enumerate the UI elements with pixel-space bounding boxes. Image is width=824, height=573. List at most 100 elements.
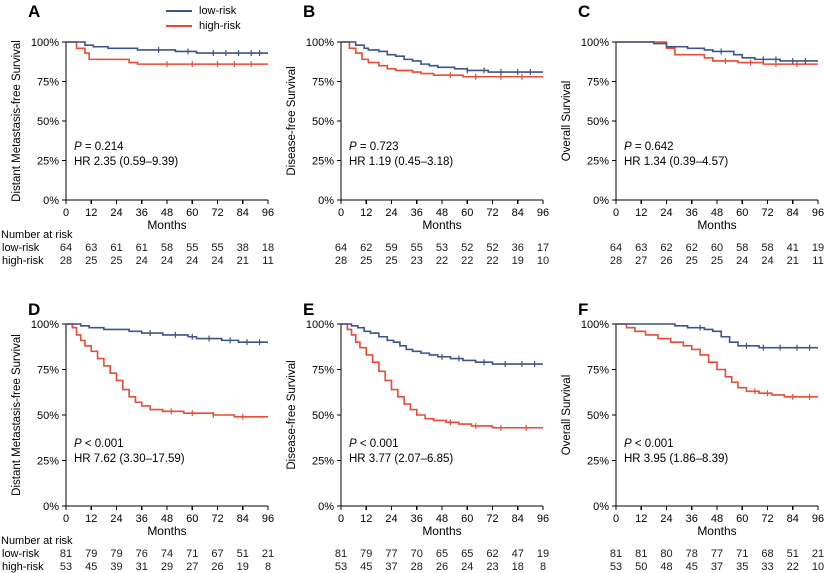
y-tick-label: 50% [37,410,59,422]
at-risk-value-low-risk: 77 [711,548,723,560]
at-risk-value-high-risk: 8 [265,561,271,573]
y-tick-label: 25% [587,456,609,468]
at-risk-value-low-risk: 70 [411,548,423,560]
y-tick-label: 50% [587,410,609,422]
y-tick-label: 50% [587,116,609,128]
at-risk-value-high-risk: 45 [360,561,372,573]
at-risk-value-high-risk: 8 [540,561,546,573]
x-tick-label: 12 [360,513,372,525]
at-risk-value-high-risk: 11 [812,255,823,267]
y-tick-label: 75% [37,365,59,377]
hazard-ratio: HR 1.34 (0.39–4.57) [624,156,729,168]
at-risk-value-low-risk: 81 [60,548,72,560]
at-risk-row-label-high-risk: high-risk [2,561,44,573]
at-risk-value-high-risk: 53 [610,561,622,573]
y-tick-label: 25% [587,156,609,168]
x-tick-label: 84 [237,207,249,219]
at-risk-value-high-risk: 31 [136,561,148,573]
at-risk-header: Number at risk [1,535,73,547]
x-tick-label: 84 [512,207,524,219]
km-plot-e: 0%25%50%75%100%0 12 24 36 48 60 72 84 96Months81… [306,319,549,573]
stats-annotation: P = 0.642 HR 1.34 (0.39–4.57) [624,140,728,170]
p-value: P < 0.001 [349,437,453,452]
y-tick-label: 100% [31,319,59,331]
x-tick-label: 48 [161,207,173,219]
at-risk-value-low-risk: 55 [186,242,198,254]
x-tick-label: 60 [461,207,473,219]
at-risk-value-high-risk: 25 [110,255,122,267]
p-value: P < 0.001 [74,437,185,452]
at-risk-value-high-risk: 28 [411,561,423,573]
x-tick-label: 60 [461,513,473,525]
km-curve-high-risk [341,323,543,429]
p-value: P = 0.642 [624,140,728,155]
y-tick-label: 100% [31,37,59,49]
at-risk-value-high-risk: 23 [411,255,423,267]
at-risk-value-low-risk: 47 [512,548,524,560]
km-curve-low-risk [66,323,268,343]
x-tick-label: 96 [262,207,274,219]
at-risk-value-low-risk: 64 [335,242,347,254]
y-tick-label: 0% [593,501,609,513]
x-tick-label: 0 [613,513,619,525]
p-symbol: P [624,141,632,153]
at-risk-value-high-risk: 24 [736,255,748,267]
y-tick-label: 25% [37,456,59,468]
at-risk-value-high-risk: 48 [660,561,672,573]
at-risk-value-low-risk: 55 [211,242,223,254]
y-tick-label: 50% [312,116,334,128]
at-risk-value-low-risk: 62 [360,242,372,254]
km-plot-b: 0% 25% 50% 75% 100% 0 12 24 36 48 60 72 84 96 Months 64… [306,37,549,267]
at-risk-value-high-risk: 35 [736,561,748,573]
at-risk-value-low-risk: 19 [537,548,549,560]
km-plot-c: 0% 25% 50% 75% 100% 0 12 24 36 48 60 72 84 96 Months 64… [581,37,824,267]
panel-a: A Distant Metastasis-free Survival P = 0… [0,0,274,278]
x-tick-label: 72 [761,207,773,219]
p-value-text: = 0.642 [634,141,674,153]
at-risk-value-high-risk: 25 [85,255,97,267]
at-risk-value-high-risk: 28 [335,255,347,267]
at-risk-value-low-risk: 51 [237,548,249,560]
at-risk-value-high-risk: 24 [136,255,148,267]
at-risk-value-low-risk: 60 [711,242,723,254]
at-risk-value-high-risk: 18 [512,561,524,573]
x-tick-label: 96 [812,207,824,219]
x-tick-label: 12 [360,207,372,219]
x-tick-label: 36 [136,207,148,219]
at-risk-value-low-risk: 63 [635,242,647,254]
stats-annotation: P < 0.001 HR 3.95 (1.86–8.39) [624,437,728,467]
x-tick-label: 48 [711,207,723,219]
y-tick-label: 75% [37,77,59,89]
stats-annotation: P = 0.723 HR 1.19 (0.45–3.18) [349,140,453,170]
p-value-text: < 0.001 [359,438,399,450]
x-tick-label: 24 [385,207,397,219]
x-tick-label: 48 [161,513,173,525]
p-symbol: P [74,141,82,153]
x-tick-label: 96 [537,207,549,219]
x-tick-label: 96 [537,513,549,525]
p-value: P = 0.723 [349,140,453,155]
x-tick-label: 72 [761,513,773,525]
at-risk-value-low-risk: 81 [335,548,347,560]
at-risk-value-high-risk: 50 [635,561,647,573]
y-tick-label: 75% [587,365,609,377]
at-risk-row-label-high-risk: high-risk [2,255,44,267]
at-risk-value-high-risk: 11 [262,255,273,267]
at-risk-value-low-risk: 51 [787,548,799,560]
at-risk-value-low-risk: 67 [211,548,223,560]
x-tick-label: 36 [686,513,698,525]
at-risk-value-high-risk: 24 [161,255,173,267]
hazard-ratio: HR 3.95 (1.86–8.39) [624,453,729,465]
at-risk-value-high-risk: 25 [711,255,723,267]
at-risk-value-low-risk: 64 [60,242,72,254]
x-tick-label: 84 [787,207,799,219]
y-tick-label: 25% [37,156,59,168]
x-tick-label: 24 [110,513,122,525]
stats-annotation: P < 0.001 HR 3.77 (2.07–6.85) [349,437,453,467]
x-tick-label: 84 [787,513,799,525]
y-tick-label: 0% [593,195,609,207]
at-risk-value-low-risk: 58 [761,242,773,254]
at-risk-value-low-risk: 65 [436,548,448,560]
y-tick-label: 50% [37,116,59,128]
at-risk-value-high-risk: 21 [237,255,249,267]
